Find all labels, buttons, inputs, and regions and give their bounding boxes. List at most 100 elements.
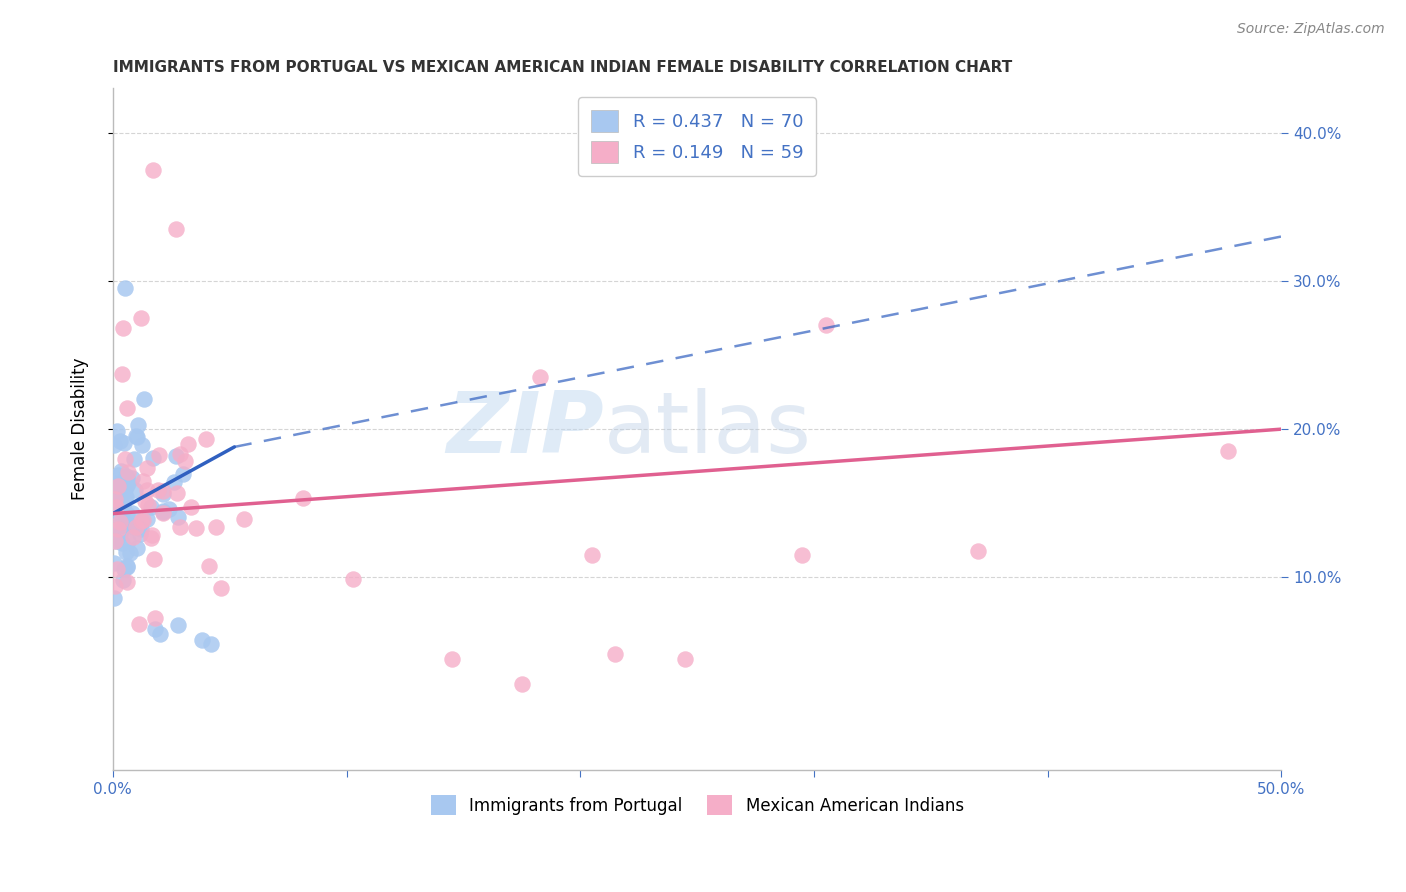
Point: [128, 617, 150, 632]
Point: [169, 520, 191, 534]
Point: [111, 367, 134, 381]
Point: [128, 521, 150, 535]
Point: [117, 466, 139, 480]
Text: ZIP: ZIP: [446, 388, 603, 471]
Point: [114, 490, 136, 504]
Point: [107, 468, 129, 483]
Point: [107, 490, 129, 504]
Point: [152, 506, 174, 520]
Point: [167, 617, 190, 632]
Point: [112, 562, 135, 576]
Point: [342, 572, 364, 586]
Point: [139, 500, 162, 515]
Point: [111, 573, 134, 587]
Point: [110, 499, 132, 513]
Point: [108, 434, 131, 448]
Point: [111, 536, 134, 550]
Point: [173, 454, 195, 468]
Point: [124, 483, 146, 497]
Point: [117, 476, 139, 491]
Point: [165, 449, 187, 463]
Point: [152, 504, 174, 518]
Point: [103, 498, 125, 512]
Y-axis label: Female Disability: Female Disability: [72, 358, 89, 500]
Point: [114, 480, 136, 494]
Point: [814, 318, 837, 333]
Point: [125, 520, 148, 534]
Point: [108, 527, 131, 541]
Point: [152, 484, 174, 499]
Point: [110, 515, 132, 529]
Point: [131, 438, 153, 452]
Point: [107, 478, 129, 492]
Point: [127, 417, 149, 432]
Point: [136, 512, 159, 526]
Point: [129, 514, 152, 528]
Point: [104, 491, 127, 506]
Point: [111, 505, 134, 519]
Point: [198, 558, 221, 573]
Point: [112, 517, 135, 532]
Point: [117, 533, 139, 548]
Point: [142, 162, 165, 177]
Point: [510, 677, 533, 691]
Point: [141, 528, 163, 542]
Point: [105, 562, 128, 576]
Point: [129, 522, 152, 536]
Point: [132, 475, 155, 489]
Point: [200, 637, 222, 651]
Point: [110, 463, 132, 477]
Point: [128, 527, 150, 541]
Point: [120, 518, 142, 533]
Point: [440, 652, 463, 666]
Point: [209, 581, 232, 595]
Point: [107, 485, 129, 500]
Point: [149, 626, 172, 640]
Point: [117, 559, 139, 574]
Point: [105, 424, 128, 438]
Point: [107, 522, 129, 536]
Point: [163, 475, 186, 489]
Point: [103, 476, 125, 491]
Legend: Immigrants from Portugal, Mexican American Indians: Immigrants from Portugal, Mexican Americ…: [422, 787, 972, 823]
Point: [122, 451, 145, 466]
Point: [142, 552, 165, 566]
Point: [125, 430, 148, 444]
Point: [148, 448, 170, 462]
Point: [177, 437, 200, 451]
Point: [180, 500, 202, 514]
Point: [605, 648, 627, 662]
Text: IMMIGRANTS FROM PORTUGAL VS MEXICAN AMERICAN INDIAN FEMALE DISABILITY CORRELATIO: IMMIGRANTS FROM PORTUGAL VS MEXICAN AMER…: [112, 60, 1012, 75]
Point: [111, 486, 134, 500]
Point: [1216, 444, 1239, 458]
Point: [131, 513, 153, 527]
Point: [291, 491, 314, 505]
Point: [135, 483, 157, 497]
Point: [125, 428, 148, 442]
Point: [115, 401, 138, 415]
Point: [132, 392, 155, 406]
Point: [103, 591, 125, 605]
Point: [141, 531, 163, 545]
Point: [152, 505, 174, 519]
Point: [103, 438, 125, 452]
Point: [118, 546, 141, 560]
Point: [111, 321, 134, 335]
Point: [104, 534, 127, 549]
Point: [115, 471, 138, 485]
Point: [581, 548, 603, 562]
Point: [152, 487, 174, 501]
Point: [169, 447, 191, 461]
Point: [104, 533, 127, 548]
Point: [157, 502, 180, 516]
Point: [792, 548, 814, 562]
Point: [146, 483, 169, 497]
Point: [117, 575, 139, 590]
Point: [114, 544, 136, 558]
Point: [111, 499, 134, 513]
Point: [166, 486, 188, 500]
Point: [129, 310, 152, 325]
Point: [117, 517, 139, 532]
Point: [114, 468, 136, 483]
Point: [121, 471, 143, 485]
